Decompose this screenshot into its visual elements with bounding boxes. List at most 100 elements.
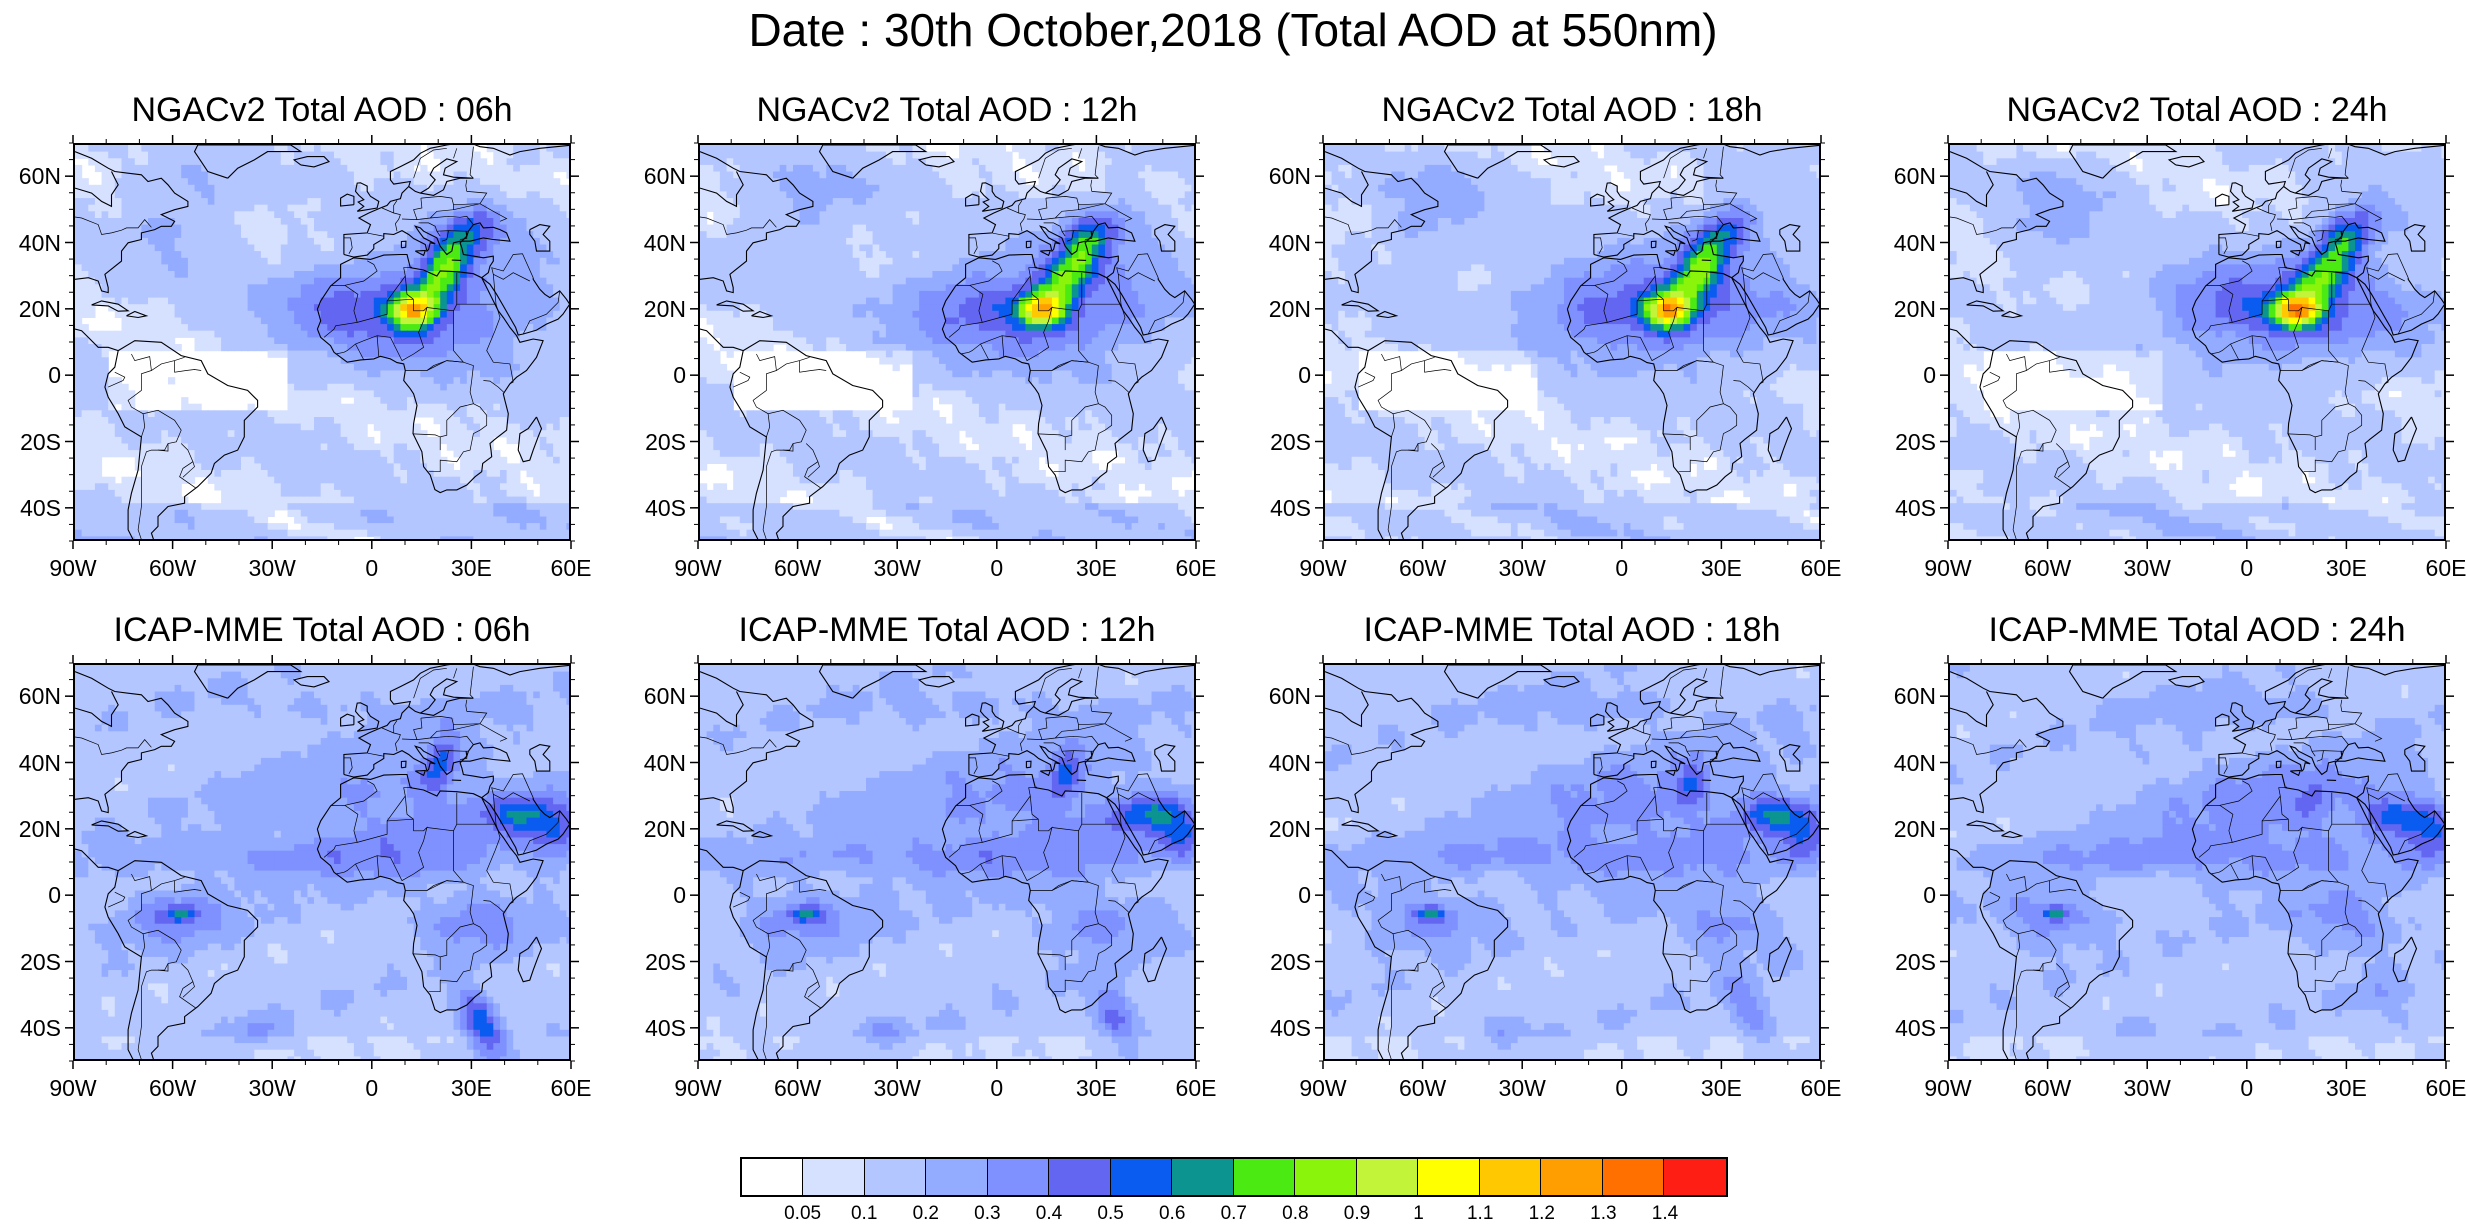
lon-tick-label: 0 xyxy=(332,1075,412,1101)
lon-tick-label: 60E xyxy=(1781,555,1861,581)
aod-cells xyxy=(1950,665,2446,1061)
lat-tick-label: 0 xyxy=(0,362,61,388)
lat-tick-label: 60N xyxy=(1241,163,1311,189)
lon-tick-label: 30W xyxy=(2107,1075,2187,1101)
map-panel xyxy=(698,143,1196,541)
aod-field xyxy=(1325,665,1821,1061)
aod-field xyxy=(75,145,571,541)
lat-tick-label: 20S xyxy=(0,429,61,455)
lon-tick-label: 60W xyxy=(2008,1075,2088,1101)
colorbar-swatch xyxy=(1480,1159,1541,1195)
lon-tick-label: 90W xyxy=(1908,555,1988,581)
lat-tick-label: 0 xyxy=(1866,362,1936,388)
lat-tick-label: 20N xyxy=(1866,296,1936,322)
colorbar-swatch xyxy=(1295,1159,1356,1195)
lat-tick-label: 20N xyxy=(616,816,686,842)
panel-title: NGACv2 Total AOD : 24h xyxy=(1948,90,2446,130)
colorbar-swatch xyxy=(803,1159,864,1195)
colorbar-swatch xyxy=(926,1159,987,1195)
lat-tick-label: 40S xyxy=(0,1015,61,1041)
lon-tick-label: 30E xyxy=(1056,1075,1136,1101)
aod-field xyxy=(1950,665,2446,1061)
map-panel xyxy=(73,663,571,1061)
colorbar-swatch xyxy=(1111,1159,1172,1195)
lon-tick-label: 60E xyxy=(1781,1075,1861,1101)
colorbar-swatch xyxy=(1049,1159,1110,1195)
lat-tick-label: 20S xyxy=(1866,429,1936,455)
lat-tick-label: 40S xyxy=(1241,495,1311,521)
lat-tick-label: 20N xyxy=(616,296,686,322)
lat-tick-label: 60N xyxy=(0,163,61,189)
lon-tick-label: 0 xyxy=(2207,1075,2287,1101)
lat-tick-label: 40N xyxy=(616,750,686,776)
lat-tick-label: 0 xyxy=(1866,882,1936,908)
aod-cells xyxy=(75,665,571,1061)
lon-tick-label: 0 xyxy=(1582,555,1662,581)
lon-tick-label: 30E xyxy=(431,555,511,581)
map-panel xyxy=(1948,663,2446,1061)
lon-tick-label: 60W xyxy=(133,1075,213,1101)
lat-tick-label: 20N xyxy=(1241,296,1311,322)
lon-tick-label: 60E xyxy=(531,1075,611,1101)
lat-tick-label: 20S xyxy=(616,949,686,975)
aod-field xyxy=(700,145,1196,541)
lat-tick-label: 40S xyxy=(0,495,61,521)
map-panel xyxy=(1323,663,1821,1061)
aod-cells xyxy=(1325,145,1821,541)
lat-tick-label: 40S xyxy=(1241,1015,1311,1041)
colorbar-swatch xyxy=(1603,1159,1664,1195)
colorbar-swatch xyxy=(1418,1159,1479,1195)
aod-cells xyxy=(1950,145,2446,541)
lon-tick-label: 0 xyxy=(332,555,412,581)
panel-title: NGACv2 Total AOD : 12h xyxy=(698,90,1196,130)
lon-tick-label: 30W xyxy=(1482,555,1562,581)
lat-tick-label: 40S xyxy=(1866,495,1936,521)
panel-title: NGACv2 Total AOD : 06h xyxy=(73,90,571,130)
lon-tick-label: 90W xyxy=(658,1075,738,1101)
lon-tick-label: 90W xyxy=(1283,555,1363,581)
lat-tick-label: 0 xyxy=(1241,882,1311,908)
lon-tick-label: 30E xyxy=(1681,555,1761,581)
lat-tick-label: 40S xyxy=(616,495,686,521)
lat-tick-label: 40S xyxy=(1866,1015,1936,1041)
lat-tick-label: 20S xyxy=(0,949,61,975)
lat-tick-label: 40N xyxy=(0,230,61,256)
lon-tick-label: 60W xyxy=(2008,555,2088,581)
lon-tick-label: 60E xyxy=(2406,1075,2466,1101)
lat-tick-label: 60N xyxy=(616,683,686,709)
map-panel xyxy=(698,663,1196,1061)
lon-tick-label: 30W xyxy=(857,555,937,581)
lat-tick-label: 0 xyxy=(616,882,686,908)
panel-title: ICAP-MME Total AOD : 18h xyxy=(1323,610,1821,650)
colorbar-swatch xyxy=(1357,1159,1418,1195)
lat-tick-label: 20S xyxy=(1241,949,1311,975)
colorbar-swatch xyxy=(865,1159,926,1195)
lon-tick-label: 90W xyxy=(1908,1075,1988,1101)
lat-tick-label: 20N xyxy=(1866,816,1936,842)
lon-tick-label: 60E xyxy=(1156,555,1236,581)
panel-title: ICAP-MME Total AOD : 24h xyxy=(1948,610,2446,650)
map-panel xyxy=(1948,143,2446,541)
panel-title: ICAP-MME Total AOD : 06h xyxy=(73,610,571,650)
lat-tick-label: 40N xyxy=(1241,750,1311,776)
aod-cells xyxy=(1325,665,1821,1061)
map-panel xyxy=(1323,143,1821,541)
lon-tick-label: 60E xyxy=(2406,555,2466,581)
lat-tick-label: 40N xyxy=(1866,230,1936,256)
lat-tick-label: 60N xyxy=(1241,683,1311,709)
lon-tick-label: 60E xyxy=(531,555,611,581)
colorbar-swatch xyxy=(988,1159,1049,1195)
lon-tick-label: 30W xyxy=(232,1075,312,1101)
lon-tick-label: 0 xyxy=(957,555,1037,581)
aod-field xyxy=(1950,145,2446,541)
lon-tick-label: 60E xyxy=(1156,1075,1236,1101)
lon-tick-label: 60W xyxy=(758,1075,838,1101)
panel-title: ICAP-MME Total AOD : 12h xyxy=(698,610,1196,650)
lat-tick-label: 40S xyxy=(616,1015,686,1041)
lon-tick-label: 90W xyxy=(33,1075,113,1101)
colorbar-swatch xyxy=(1664,1159,1725,1195)
lon-tick-label: 30W xyxy=(857,1075,937,1101)
colorbar-swatch xyxy=(1172,1159,1233,1195)
colorbar xyxy=(740,1157,1728,1197)
lon-tick-label: 30E xyxy=(2306,555,2386,581)
